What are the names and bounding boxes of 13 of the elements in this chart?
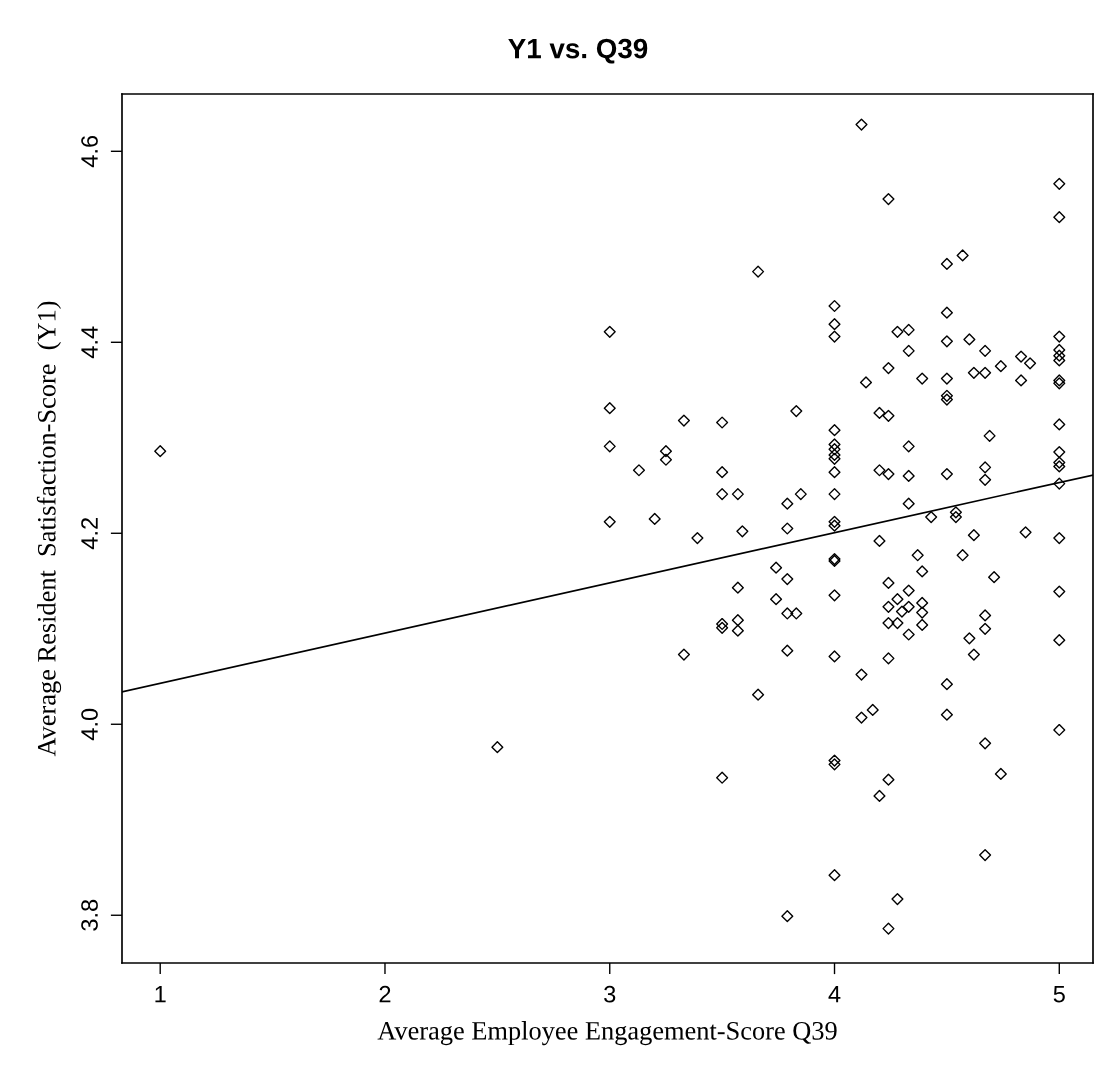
x-tick-label: 2 <box>379 985 391 1003</box>
x-tick-label: 1 <box>155 986 166 1003</box>
y-axis-title: Average Resident Satisfaction-Score (Y1) <box>36 301 62 757</box>
x-tick-label: 4 <box>828 986 841 1003</box>
y-tick-label: 4.6 <box>81 135 98 168</box>
y-tick-label: 4.2 <box>81 518 98 550</box>
y-tick-label: 4.0 <box>81 708 98 741</box>
x-axis-title: Average Employee Engagement-Score Q39 <box>377 1021 837 1046</box>
y-tick-label: 3.8 <box>81 899 98 931</box>
chart-title: Y1 vs. Q39 <box>508 38 648 64</box>
y-tick-label: 4.4 <box>81 326 98 359</box>
x-tick-label: 3 <box>604 985 616 1003</box>
x-tick-label: 5 <box>1053 986 1065 1003</box>
